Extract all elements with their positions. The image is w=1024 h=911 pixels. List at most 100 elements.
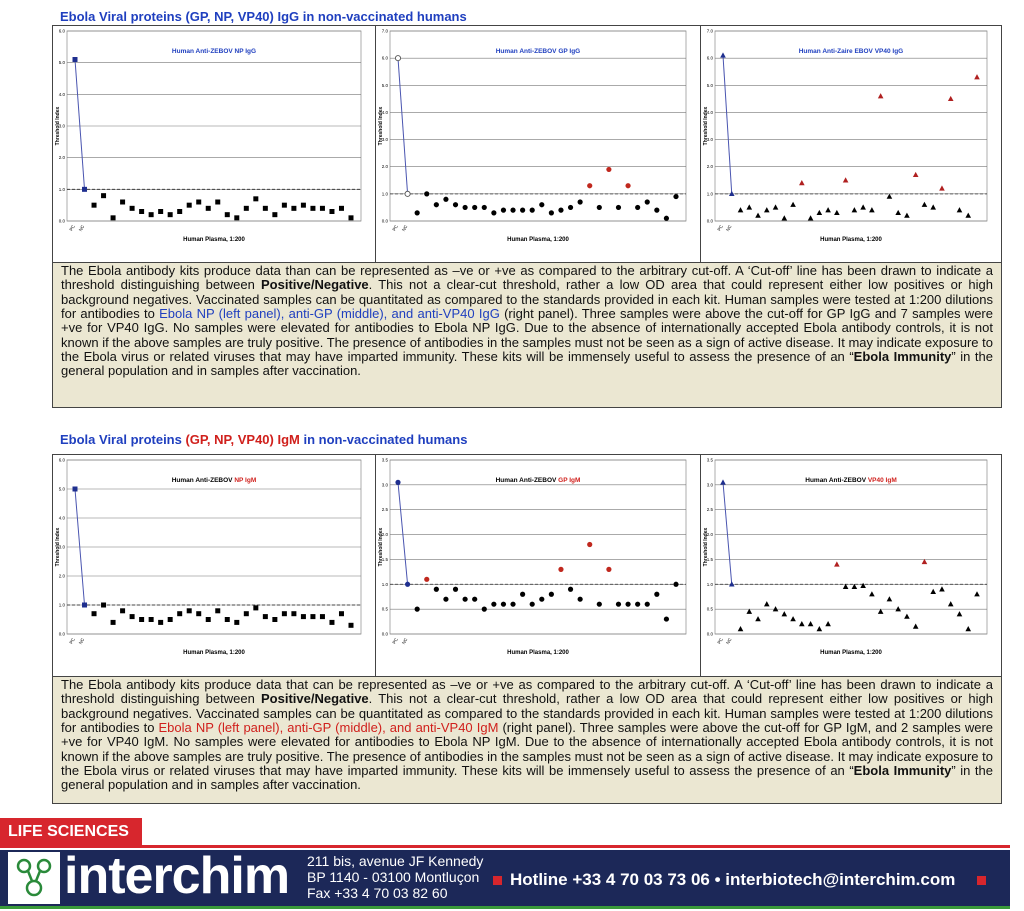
marker [596, 204, 602, 211]
marker [177, 209, 183, 214]
y-tick-label: 4.0 [59, 516, 66, 521]
marker [234, 215, 240, 221]
divider [700, 455, 701, 676]
marker [825, 207, 831, 213]
marker [673, 193, 679, 200]
marker [148, 617, 154, 622]
marker [939, 586, 945, 592]
marker [500, 207, 507, 213]
bullet [493, 876, 502, 885]
marker [869, 207, 875, 213]
marker [781, 611, 788, 617]
y-tick-label: 1.5 [382, 557, 389, 562]
text-run: . This not a clear-cut threshold, rather… [61, 691, 993, 736]
marker [319, 614, 325, 620]
marker [262, 205, 268, 211]
marker [462, 204, 468, 211]
marker [895, 606, 901, 612]
y-tick-label: 6.0 [707, 56, 714, 61]
marker [520, 591, 526, 597]
y-tick-label: 2.0 [59, 155, 66, 160]
marker [452, 586, 459, 592]
marker [452, 202, 459, 208]
marker [472, 204, 478, 211]
section-title: Ebola Viral proteins (GP, NP, VP40) IgM … [60, 432, 467, 447]
marker [120, 199, 126, 205]
chart-title: Human Anti-ZEBOV NP IgG [172, 48, 256, 55]
marker [424, 191, 430, 197]
marker [433, 202, 439, 208]
y-tick-label: 2.0 [382, 532, 389, 537]
y-tick-label: 3.0 [707, 482, 714, 487]
marker [790, 616, 796, 622]
y-tick-label: 4.0 [382, 110, 389, 115]
y-tick-label: 4.0 [707, 110, 714, 115]
marker [860, 582, 866, 588]
x-axis-label: Human Plasma, 1:200 [183, 650, 245, 656]
marker [82, 186, 88, 192]
marker [851, 583, 858, 589]
y-tick-label: 2.0 [59, 574, 66, 579]
title-run: Human Anti-ZEBOV NP IgG [172, 48, 256, 55]
marker [329, 619, 335, 625]
marker [895, 209, 901, 216]
marker [215, 608, 221, 614]
y-axis-label: Threshold Index [378, 527, 384, 566]
y-axis-label: Threshold Index [55, 106, 61, 145]
x-tick-label: PC [391, 223, 399, 232]
text-run: Ebola Immunity [853, 763, 952, 779]
marker [921, 558, 928, 565]
plot-area [714, 30, 988, 222]
marker [462, 596, 468, 602]
marker [930, 204, 937, 210]
marker [746, 608, 753, 614]
marker [947, 601, 954, 607]
hotline: Hotline +33 4 70 03 73 06 [510, 870, 710, 889]
marker [974, 591, 980, 597]
marker [120, 608, 126, 614]
contact: Hotline +33 4 70 03 73 06 • interbiotech… [510, 870, 956, 889]
marker [404, 190, 411, 197]
y-tick-label: 0.5 [707, 607, 714, 612]
marker [167, 212, 173, 218]
y-tick-label: 3.5 [707, 458, 714, 463]
y-tick-label: 3.0 [59, 124, 66, 129]
marker [763, 601, 770, 607]
marker [510, 207, 516, 213]
marker [635, 204, 641, 211]
marker [755, 212, 761, 218]
marker [539, 202, 545, 208]
marker [567, 204, 574, 211]
marker [167, 617, 173, 622]
marker [720, 479, 726, 485]
marker [110, 619, 116, 625]
x-tick-label: NC [401, 223, 409, 232]
series-line [74, 488, 86, 606]
divider [375, 26, 376, 263]
marker [281, 202, 287, 208]
x-tick-label: PC [391, 636, 399, 645]
marker [234, 619, 240, 625]
marker [886, 596, 893, 602]
email[interactable]: interbiotech@interchim.com [725, 870, 956, 889]
marker [965, 212, 972, 218]
series-line [722, 55, 733, 194]
text-run: The Ebola antibody kits produce data tha… [61, 263, 993, 293]
marker [291, 611, 297, 617]
text-run: The Ebola antibody kits produce data tha… [61, 677, 993, 707]
y-tick-label: 1.0 [59, 187, 66, 192]
series-line [397, 482, 409, 585]
marker [338, 205, 344, 211]
y-axis-label: Threshold Index [378, 106, 384, 145]
logo-icon [8, 852, 60, 904]
marker [319, 205, 325, 211]
section-title: Ebola Viral proteins (GP, NP, VP40) IgG … [60, 9, 467, 24]
marker [548, 591, 554, 597]
marker [790, 201, 796, 207]
marker [72, 486, 78, 492]
marker [253, 605, 259, 611]
y-tick-label: 4.0 [59, 92, 66, 97]
title-run: GP IgM [558, 477, 580, 484]
x-tick-label: NC [78, 636, 86, 645]
marker [281, 611, 287, 617]
